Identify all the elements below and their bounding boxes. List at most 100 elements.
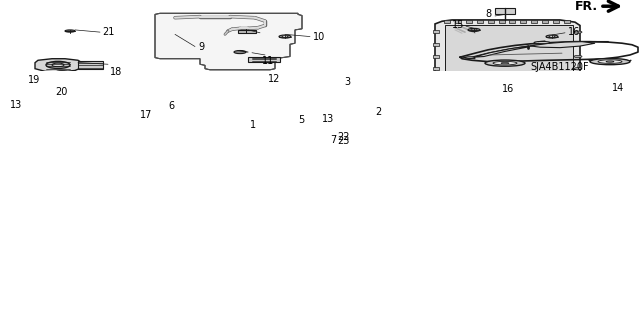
- Bar: [368, 84, 440, 106]
- Ellipse shape: [574, 56, 582, 58]
- Bar: [542, 20, 548, 23]
- Ellipse shape: [225, 101, 235, 103]
- Ellipse shape: [545, 82, 555, 84]
- Bar: [376, 133, 401, 136]
- Ellipse shape: [392, 114, 398, 115]
- Ellipse shape: [365, 108, 425, 121]
- Ellipse shape: [65, 30, 75, 32]
- Text: 10: 10: [313, 32, 325, 41]
- Polygon shape: [66, 96, 282, 110]
- Ellipse shape: [196, 91, 204, 93]
- Bar: [433, 77, 439, 80]
- Ellipse shape: [46, 61, 70, 69]
- Ellipse shape: [560, 82, 570, 84]
- Text: 5: 5: [298, 115, 304, 125]
- Ellipse shape: [294, 100, 306, 103]
- Polygon shape: [60, 82, 295, 111]
- Ellipse shape: [598, 60, 622, 63]
- Bar: [248, 57, 280, 62]
- Ellipse shape: [148, 80, 252, 103]
- Ellipse shape: [253, 98, 263, 100]
- Ellipse shape: [505, 82, 515, 84]
- Ellipse shape: [471, 29, 477, 31]
- Polygon shape: [278, 99, 322, 110]
- Bar: [362, 85, 434, 107]
- Ellipse shape: [465, 57, 475, 58]
- Ellipse shape: [534, 41, 550, 44]
- Bar: [88, 110, 106, 111]
- Polygon shape: [155, 13, 302, 70]
- Text: 19: 19: [28, 75, 40, 85]
- Ellipse shape: [465, 82, 475, 84]
- Ellipse shape: [67, 31, 72, 32]
- Polygon shape: [285, 110, 325, 116]
- Text: 21: 21: [102, 27, 115, 37]
- Bar: [499, 20, 504, 23]
- Ellipse shape: [574, 43, 582, 45]
- Ellipse shape: [52, 63, 64, 67]
- Bar: [466, 20, 472, 23]
- Bar: [433, 30, 439, 33]
- Bar: [445, 26, 573, 79]
- Ellipse shape: [192, 90, 208, 94]
- Bar: [80, 104, 94, 106]
- Text: 2: 2: [376, 107, 382, 117]
- Bar: [78, 61, 103, 69]
- Bar: [553, 20, 559, 23]
- Ellipse shape: [305, 118, 310, 119]
- Bar: [488, 20, 493, 23]
- Text: 22: 22: [337, 132, 350, 142]
- Text: 7: 7: [330, 135, 336, 145]
- Ellipse shape: [493, 61, 517, 65]
- Polygon shape: [35, 59, 82, 72]
- Text: 8: 8: [486, 9, 492, 19]
- Text: 18: 18: [110, 67, 122, 77]
- Ellipse shape: [546, 35, 558, 38]
- Ellipse shape: [482, 85, 494, 88]
- Polygon shape: [435, 20, 580, 84]
- Ellipse shape: [485, 60, 525, 66]
- Text: 16: 16: [568, 27, 580, 37]
- Ellipse shape: [225, 104, 235, 107]
- Ellipse shape: [32, 82, 44, 85]
- Ellipse shape: [589, 85, 597, 87]
- Ellipse shape: [389, 113, 401, 115]
- Ellipse shape: [140, 85, 150, 87]
- Text: 14: 14: [612, 83, 624, 93]
- Ellipse shape: [110, 85, 120, 87]
- Text: 1: 1: [250, 120, 256, 130]
- Ellipse shape: [381, 134, 389, 135]
- Ellipse shape: [59, 71, 65, 73]
- Ellipse shape: [294, 105, 306, 107]
- Ellipse shape: [525, 82, 535, 84]
- Ellipse shape: [303, 117, 313, 120]
- Text: 11: 11: [262, 56, 275, 66]
- Ellipse shape: [282, 36, 288, 37]
- Text: 12: 12: [268, 74, 280, 84]
- Bar: [495, 8, 515, 14]
- Ellipse shape: [445, 82, 455, 84]
- Bar: [368, 84, 440, 106]
- Bar: [63, 112, 273, 115]
- Text: 13: 13: [10, 100, 22, 110]
- Ellipse shape: [155, 82, 245, 102]
- Text: FR.: FR.: [575, 0, 598, 13]
- Ellipse shape: [240, 101, 250, 103]
- Bar: [238, 30, 256, 33]
- Ellipse shape: [574, 68, 582, 70]
- Text: 3: 3: [344, 77, 350, 86]
- Ellipse shape: [56, 71, 68, 73]
- Text: 6: 6: [168, 101, 174, 111]
- Bar: [433, 42, 439, 46]
- Text: 13: 13: [322, 114, 334, 124]
- Bar: [433, 55, 439, 58]
- Ellipse shape: [501, 63, 509, 64]
- Ellipse shape: [381, 129, 395, 132]
- Text: SJA4B1120F: SJA4B1120F: [531, 62, 589, 72]
- Ellipse shape: [240, 104, 250, 107]
- Text: 15: 15: [452, 20, 464, 31]
- Bar: [531, 20, 537, 23]
- Ellipse shape: [234, 50, 246, 54]
- Ellipse shape: [114, 79, 122, 81]
- Ellipse shape: [225, 98, 235, 100]
